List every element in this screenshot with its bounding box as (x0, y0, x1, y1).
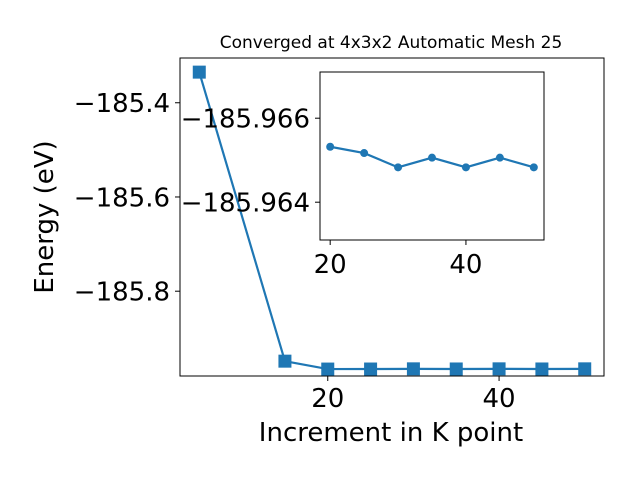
main-y-tick-label: −185.4 (74, 89, 170, 119)
main-data-point (321, 362, 335, 376)
inset-x-tick-label: 40 (449, 250, 482, 280)
inset-y-tick-label: −185.966 (181, 105, 310, 135)
y-axis-label: Energy (eV) (30, 140, 60, 293)
inset-axes: 20 40 −185.966 −185.964 (181, 71, 545, 280)
inset-data-point (360, 149, 369, 158)
inset-y-tick-label: −185.964 (181, 189, 310, 219)
inset-data-point (428, 153, 436, 162)
main-x-tick-label: 40 (483, 384, 516, 414)
inset-data-point (495, 153, 504, 162)
main-data-point (492, 362, 506, 376)
main-data-point (449, 362, 463, 376)
inset-data-point (461, 163, 470, 172)
main-series (192, 65, 592, 376)
inset-data-point (529, 163, 538, 172)
chart-title: Converged at 4x3x2 Automatic Mesh 25 (220, 33, 563, 53)
main-data-point (278, 354, 292, 368)
x-axis-label: Increment in K point (259, 418, 523, 448)
main-data-point (578, 362, 592, 376)
inset-series (326, 142, 538, 172)
main-data-point (364, 362, 378, 376)
inset-x-tick-label: 20 (314, 250, 347, 280)
main-data-point (192, 65, 206, 79)
main-x-tick-label: 20 (311, 384, 344, 414)
inset-data-point (394, 163, 403, 172)
main-data-point (535, 362, 549, 376)
main-data-point (406, 362, 420, 376)
main-y-tick-label: −185.6 (74, 183, 170, 213)
main-ticks: 20 40 −185.4 −185.6 −185.8 (74, 89, 516, 414)
inset-ticks: 20 40 −185.966 −185.964 (181, 105, 483, 280)
inset-data-point (326, 142, 335, 151)
main-y-tick-label: −185.8 (74, 278, 170, 308)
